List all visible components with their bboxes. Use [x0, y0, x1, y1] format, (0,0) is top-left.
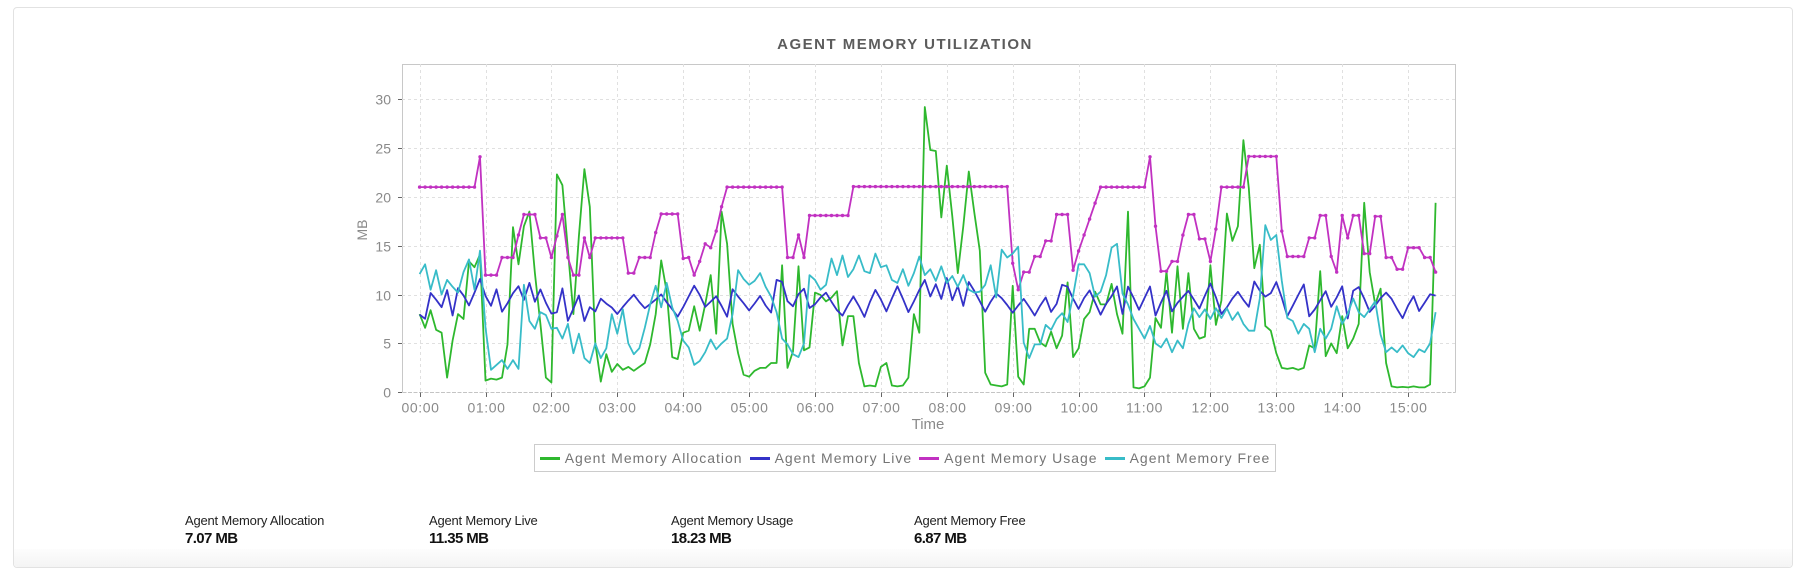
svg-text:05:00: 05:00 [730, 399, 768, 415]
svg-text:0: 0 [383, 385, 391, 401]
svg-text:06:00: 06:00 [796, 399, 834, 415]
svg-text:14:00: 14:00 [1323, 399, 1361, 415]
svg-text:01:00: 01:00 [467, 399, 505, 415]
svg-text:00:00: 00:00 [401, 399, 439, 415]
svg-text:03:00: 03:00 [598, 399, 636, 415]
svg-text:15:00: 15:00 [1389, 399, 1427, 415]
svg-text:5: 5 [383, 336, 391, 352]
svg-text:12:00: 12:00 [1191, 399, 1229, 415]
svg-text:15: 15 [375, 239, 391, 255]
svg-text:07:00: 07:00 [862, 399, 900, 415]
svg-text:10: 10 [375, 288, 391, 304]
svg-text:13:00: 13:00 [1257, 399, 1295, 415]
svg-text:25: 25 [375, 141, 391, 157]
svg-text:20: 20 [375, 190, 391, 206]
svg-text:10:00: 10:00 [1060, 399, 1098, 415]
svg-text:11:00: 11:00 [1126, 399, 1163, 415]
svg-text:MB: MB [354, 220, 370, 241]
svg-text:Time: Time [912, 416, 945, 433]
svg-text:09:00: 09:00 [994, 399, 1032, 415]
svg-text:08:00: 08:00 [928, 399, 966, 415]
svg-text:30: 30 [375, 92, 391, 108]
svg-text:04:00: 04:00 [664, 399, 702, 415]
svg-text:02:00: 02:00 [532, 399, 570, 415]
